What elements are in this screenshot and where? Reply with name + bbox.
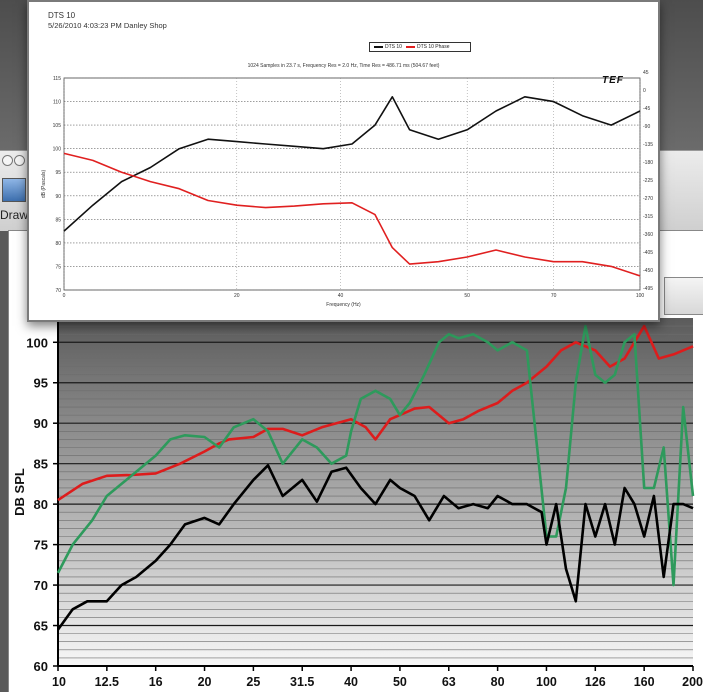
- popup-x-axis-label: Frequency (Hz): [326, 302, 361, 308]
- x-tick-label: 63: [442, 675, 456, 689]
- popup-y2-tick-labels: 45 0 -45 -90 -135 -180 -225 -270 -315 -360 -405 -45…: [643, 70, 653, 292]
- x-tick-label: 126: [585, 675, 606, 689]
- x-tick-label: 200: [682, 675, 703, 689]
- popup-y-tick-label: 110: [53, 100, 61, 106]
- measurement-popup-window: 115 110 105 100 95 90 85 80 75 70 45 0 -45 -90 -135 -1…: [27, 0, 660, 322]
- legend-swatch: [405, 45, 415, 48]
- popup-series-line-1: [63, 152, 641, 277]
- popup-y2-tick-label: -225: [643, 178, 653, 184]
- popup-y2-tick-label: -315: [643, 214, 653, 220]
- popup-y-tick-labels: 115 110 105 100 95 90 85 80 75 70: [53, 76, 62, 294]
- drawer-label: Drawe: [0, 208, 35, 222]
- popup-y-tick-label: 100: [53, 147, 62, 153]
- popup-gridlines: [63, 77, 641, 291]
- popup-chart: 115 110 105 100 95 90 85 80 75 70 45 0 -45 -90 -135 -1…: [41, 70, 653, 299]
- popup-y-tick-label: 95: [55, 170, 61, 176]
- popup-title: DTS 10: [48, 11, 76, 20]
- popup-subtitle: 1024 Samples in 23.7 s, Frequency Res = …: [247, 63, 440, 69]
- popup-y2-tick-label: -45: [643, 106, 650, 112]
- popup-y-tick-label: 80: [55, 241, 61, 247]
- x-tick-label: 16: [149, 675, 163, 689]
- popup-y2-tick-label: -450: [643, 268, 653, 274]
- popup-x-tick-label: 40: [338, 293, 344, 299]
- y-tick-label: 85: [34, 457, 48, 472]
- y-tick-label: 70: [34, 578, 48, 593]
- x-tick-label: 100: [536, 675, 557, 689]
- popup-y2-tick-label: -360: [643, 232, 653, 238]
- tef-logo: TEF: [602, 75, 624, 86]
- y-axis-label: DB SPL: [12, 468, 27, 516]
- x-tick-label: 50: [393, 675, 407, 689]
- popup-y-axis-label: dB (Pascals): [41, 169, 47, 198]
- x-tick-labels: 10 12.5 16 20 25 31.5 40 50 63 80 100 126 160 200: [52, 666, 703, 689]
- popup-y-tick-label: 105: [53, 123, 62, 129]
- popup-y-tick-label: 90: [55, 194, 61, 200]
- legend-item-phase: DTS 10 Phase: [405, 44, 449, 50]
- x-tick-label: 25: [246, 675, 260, 689]
- series-line-0: [57, 324, 694, 502]
- legend-item-dts10: DTS 10: [374, 44, 402, 50]
- x-tick-label: 20: [198, 675, 212, 689]
- popup-y2-tick-label: 45: [643, 70, 649, 76]
- popup-y2-tick-label: -495: [643, 286, 653, 292]
- minor-gridlines: [58, 325, 693, 659]
- y-tick-label: 75: [34, 538, 48, 553]
- popup-y2-tick-label: -135: [643, 142, 653, 148]
- x-tick-label: 10: [52, 675, 66, 689]
- popup-y-tick-label: 70: [55, 288, 61, 294]
- popup-y2-tick-label: -405: [643, 250, 653, 256]
- plot-background: [58, 318, 693, 666]
- y-tick-label: 80: [34, 497, 48, 512]
- drawer-toolbar-icon[interactable]: [2, 178, 26, 202]
- popup-x-tick-label: 50: [464, 293, 470, 299]
- series-line-1: [56, 324, 695, 587]
- side-panel-button[interactable]: [664, 277, 703, 315]
- y-tick-label: 95: [34, 376, 48, 391]
- y-tick-label: 60: [34, 659, 48, 674]
- window-minimize-button[interactable]: [14, 155, 25, 166]
- popup-x-tick-label: 100: [636, 293, 645, 299]
- y-tick-label: 90: [34, 416, 48, 431]
- popup-x-tick-label: 20: [234, 293, 240, 299]
- popup-x-tick-label: 0: [63, 293, 66, 299]
- popup-y2-tick-label: -180: [643, 160, 653, 166]
- legend-swatch: [374, 45, 383, 48]
- series-line-2: [56, 463, 694, 631]
- y-tick-label: 100: [26, 335, 48, 350]
- popup-x-tick-label: 70: [551, 293, 557, 299]
- x-tick-label: 40: [344, 675, 358, 689]
- x-tick-label: 160: [634, 675, 655, 689]
- series-lines: [56, 324, 695, 631]
- x-tick-label: 31.5: [290, 675, 314, 689]
- popup-x-tick-labels: 0 20 40 50 70 100: [63, 293, 645, 299]
- popup-y2-tick-label: -270: [643, 196, 653, 202]
- popup-y-tick-label: 85: [55, 217, 61, 223]
- x-tick-label: 80: [491, 675, 505, 689]
- popup-y2-tick-label: -90: [643, 124, 650, 130]
- popup-y2-tick-label: 0: [643, 88, 646, 94]
- x-tick-label: 12.5: [95, 675, 119, 689]
- popup-y-tick-label: 75: [55, 264, 61, 270]
- popup-meta-text: 5/26/2010 4:03:23 PM Danley Shop: [48, 21, 167, 30]
- popup-legend: DTS 10 DTS 10 Phase: [369, 42, 471, 52]
- popup-series-lines: [63, 96, 641, 277]
- popup-y-tick-label: 115: [53, 76, 61, 82]
- popup-series-line-0: [63, 96, 641, 232]
- y-tick-labels: 60 65 70 75 80 85 90 95 100: [26, 335, 58, 674]
- window-close-button[interactable]: [2, 155, 13, 166]
- y-tick-label: 65: [34, 619, 48, 634]
